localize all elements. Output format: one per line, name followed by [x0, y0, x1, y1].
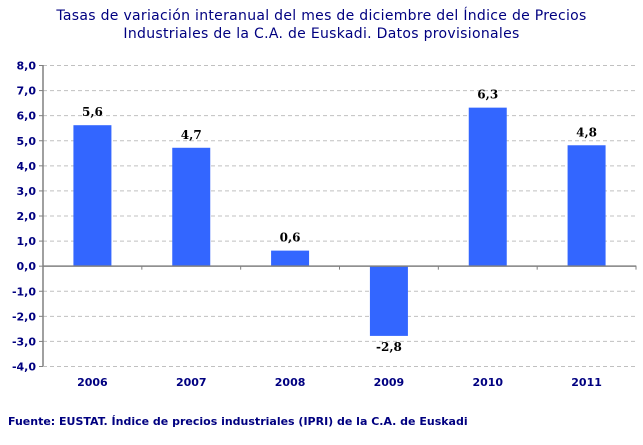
y-tick-label: 3,0	[17, 185, 37, 198]
bar-2010	[468, 107, 507, 266]
bar-2011	[567, 145, 606, 266]
y-tick-label: -2,0	[12, 310, 36, 323]
bar-2007	[172, 147, 211, 266]
x-tick-label: 2007	[176, 376, 207, 389]
x-tick-label: 2009	[374, 376, 405, 389]
chart-title: Tasas de variación interanual del mes de…	[0, 7, 643, 43]
chart-title-line-2: Industriales de la C.A. de Euskadi. Dato…	[123, 26, 520, 42]
data-label: 4,8	[576, 125, 597, 139]
x-tick-label: 2006	[77, 376, 108, 389]
y-tick-label: 6,0	[17, 110, 37, 123]
x-tick-label: 2010	[472, 376, 503, 389]
y-tick-label: -3,0	[12, 335, 36, 348]
y-tick-label: 2,0	[17, 210, 37, 223]
bar-2009	[369, 265, 408, 336]
x-tick-label: 2008	[275, 376, 306, 389]
chart-title-line-1: Tasas de variación interanual del mes de…	[56, 8, 587, 24]
data-label: -2,8	[376, 340, 402, 354]
y-tick-label: 5,0	[17, 135, 37, 148]
data-label: 4,7	[181, 128, 202, 142]
y-tick-label: -4,0	[12, 361, 36, 374]
y-tick-label: 7,0	[17, 85, 37, 98]
y-tick-label: 0,0	[17, 260, 37, 273]
bar-2008	[271, 250, 310, 266]
y-tick-label: -1,0	[12, 285, 36, 298]
source-footer: Fuente: EUSTAT. Índice de precios indust…	[8, 415, 468, 428]
data-label: 6,3	[477, 88, 498, 102]
y-tick-label: 4,0	[17, 160, 37, 173]
y-tick-label: 1,0	[17, 235, 37, 248]
data-label: 0,6	[280, 231, 301, 245]
bar-2006	[73, 125, 112, 266]
y-tick-label: 8,0	[17, 60, 37, 73]
data-label: 5,6	[82, 105, 103, 119]
x-tick-label: 2011	[571, 376, 602, 389]
